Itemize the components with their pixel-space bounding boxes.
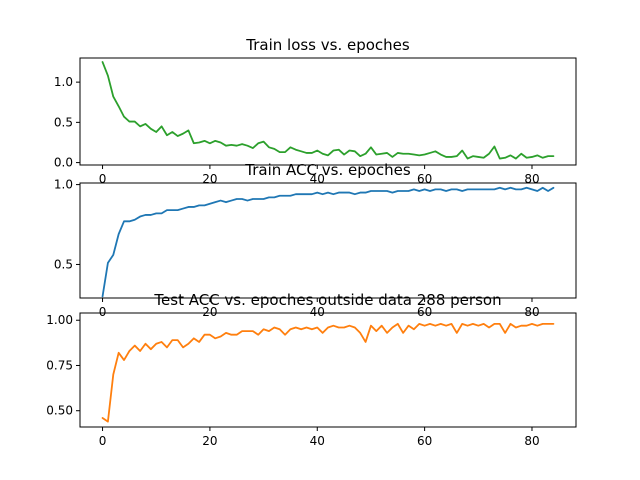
y-tick-label: 0.5 [54, 257, 73, 271]
x-tick-label: 40 [310, 305, 325, 319]
panel-train-acc: 0 20 40 60 80 0.5 1.0 Train ACC vs. epoches [54, 161, 577, 319]
series-line-0-0 [101, 61, 555, 160]
x-tick-label: 0 [99, 305, 107, 319]
axes-frame [79, 312, 577, 428]
x-tick-label: 60 [417, 305, 432, 319]
y-tick-label: 0.50 [46, 404, 73, 418]
x-tick-label: 0 [99, 434, 107, 448]
x-tick-label: 20 [202, 172, 217, 186]
x-tick-label: 80 [524, 305, 539, 319]
y-tick-label: 0.0 [54, 156, 73, 170]
x-tick-label: 80 [524, 434, 539, 448]
x-tick-label: 40 [310, 434, 325, 448]
x-tick-label: 80 [524, 172, 539, 186]
axes-frame [79, 57, 577, 166]
chart-title: Train loss vs. epoches [245, 36, 410, 54]
y-tick-label: 1.0 [54, 178, 73, 192]
x-tick-label: 20 [202, 434, 217, 448]
y-tick-label: 1.00 [46, 313, 73, 327]
chart-title: Train ACC vs. epoches [244, 161, 411, 179]
y-tick-label: 0.5 [54, 115, 73, 129]
x-tick-label: 0 [99, 172, 107, 186]
x-tick-label: 60 [417, 434, 432, 448]
series-line-1-0 [101, 186, 555, 298]
chart-title: Test ACC vs. epoches outside data 288 pe… [153, 291, 501, 309]
panel-test-acc: 0 20 40 60 80 0.50 0.75 1.00 Test ACC vs. epoche… [46, 291, 577, 448]
y-tick-label: 0.75 [46, 358, 73, 372]
y-tick-label: 1.0 [54, 75, 73, 89]
axes-frame [79, 182, 577, 299]
x-tick-label: 60 [417, 172, 432, 186]
x-tick-label: 20 [202, 305, 217, 319]
series-line-2-0 [101, 322, 555, 423]
